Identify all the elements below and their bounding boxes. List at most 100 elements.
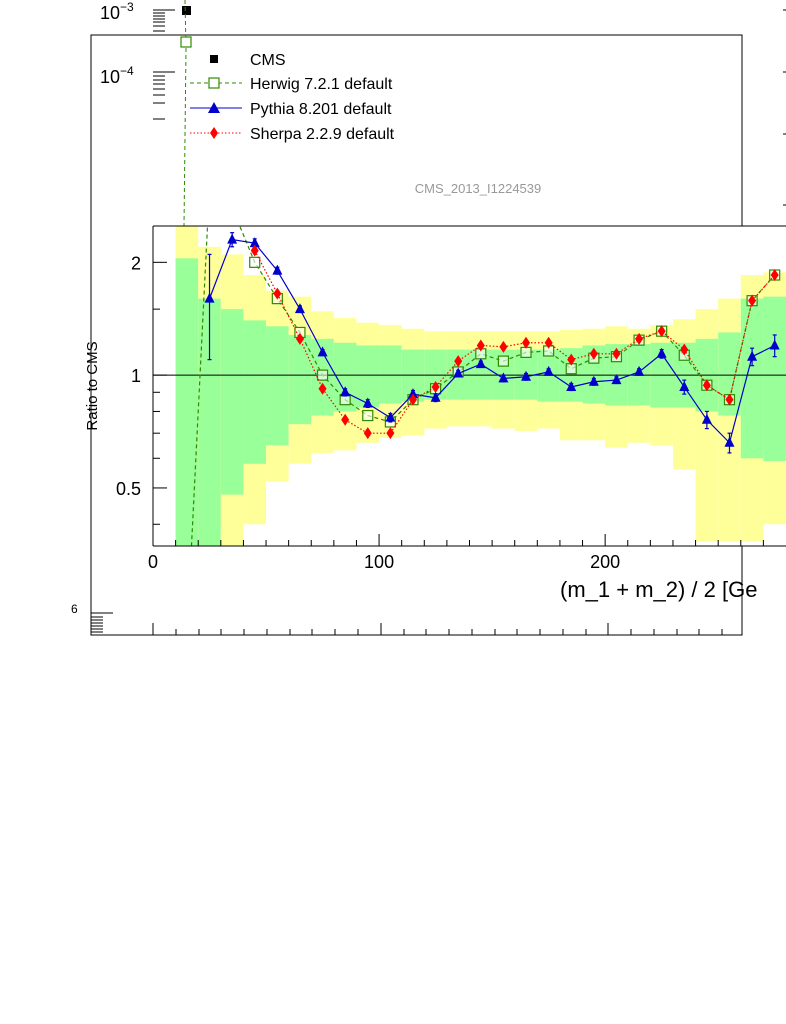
ratio-panel: 0 100 200 0.5 1 2 Ratio to CMS (m_1 + m_2) / … [84, 225, 786, 602]
green-band-bin [424, 349, 447, 400]
pythia-marker [611, 374, 622, 385]
ratio-y-tick-label: 0.5 [116, 479, 141, 499]
sherpa-marker [318, 382, 327, 395]
sherpa-marker [748, 294, 757, 307]
main-panel: 10−3 10−4 6 CMS Herwig 7.2.1 default Pyt… [71, 0, 786, 636]
ratio-x-tick-label: 100 [364, 552, 394, 572]
legend-label-sherpa: Sherpa 2.2.9 default [250, 126, 395, 143]
ratio-x-tick-label: 200 [590, 552, 620, 572]
pythia-marker [521, 370, 532, 381]
series-line [254, 250, 776, 434]
pythia-marker [566, 380, 577, 391]
pythia-marker [453, 367, 464, 378]
sherpa-marker [273, 287, 282, 300]
pythia-marker [588, 375, 599, 386]
sherpa-marker [454, 355, 463, 368]
series-line [208, 238, 775, 444]
sherpa-marker [341, 413, 350, 426]
herwig-main-curve [184, 0, 187, 49]
pythia-marker [656, 347, 667, 358]
sherpa-marker [499, 340, 508, 353]
green-band-bin [582, 345, 606, 404]
pythia-marker [294, 303, 305, 314]
cms-data-point-main [182, 6, 191, 15]
herwig-marker [249, 256, 261, 268]
green-band-bin [379, 345, 402, 404]
pythia-marker [634, 365, 645, 376]
sherpa-marker [635, 332, 644, 345]
legend: CMS Herwig 7.2.1 default Pythia 8.201 de… [190, 52, 395, 143]
herwig-marker [497, 355, 510, 367]
series-2 [250, 244, 779, 440]
sherpa-marker [544, 336, 553, 349]
sherpa-marker [408, 393, 417, 406]
sherpa-marker [589, 347, 598, 360]
ratio-series [190, 226, 781, 546]
main-bottom-partial-label: 6 [71, 602, 78, 616]
ratio-axes: 0 100 200 0.5 1 2 [116, 225, 764, 572]
green-band-bin [333, 342, 357, 412]
green-band-bin [469, 349, 493, 400]
main-y-tick-label-1e-4: 10−4 [100, 64, 134, 87]
green-band-bin [243, 320, 267, 464]
green-band-bin [288, 334, 312, 425]
sherpa-marker [567, 353, 576, 366]
green-band-bin [718, 332, 741, 416]
herwig-marker [362, 409, 374, 422]
sherpa-marker [702, 379, 711, 392]
pythia-marker [475, 358, 486, 369]
legend-marker-pythia [208, 102, 220, 113]
green-band-bin [740, 298, 764, 459]
pythia-marker [701, 413, 712, 424]
pythia-marker [407, 388, 418, 399]
sherpa-marker [295, 332, 304, 345]
main-x-ticks [152, 623, 723, 635]
pythia-marker [362, 397, 373, 408]
pythia-marker [385, 411, 396, 422]
green-band-bin [763, 296, 786, 462]
herwig-main-point [180, 36, 192, 48]
sherpa-marker [725, 393, 734, 406]
ratio-x-axis-label: (m_1 + m_2) / 2 [Ge [560, 577, 757, 602]
green-band-bin [175, 258, 199, 546]
ratio-x-tick-label: 0 [148, 552, 158, 572]
sherpa-marker [522, 336, 531, 349]
herwig-main-curve-low [183, 47, 187, 227]
pythia-marker [679, 380, 690, 391]
legend-label-herwig: Herwig 7.2.1 default [250, 76, 393, 93]
green-band-bin [356, 345, 380, 408]
pythia-marker [227, 233, 238, 244]
legend-marker-herwig [208, 77, 220, 89]
pythia-marker [430, 391, 441, 402]
pythia-marker [769, 339, 780, 350]
legend-label-pythia: Pythia 8.201 default [250, 101, 392, 118]
green-band-bin [266, 326, 289, 446]
sherpa-marker [386, 427, 395, 440]
pythia-marker [498, 372, 509, 383]
sherpa-marker [770, 269, 779, 282]
sherpa-marker [363, 427, 372, 440]
ratio-y-tick-label: 2 [131, 253, 141, 273]
legend-label-cms: CMS [250, 52, 286, 69]
pythia-marker [204, 292, 215, 303]
main-y-tick-label-1e-3: 10−3 [100, 0, 134, 23]
sherpa-marker [657, 325, 666, 338]
analysis-watermark: CMS_2013_I1224539 [415, 181, 542, 196]
legend-marker-cms [210, 55, 218, 63]
series-1 [204, 232, 780, 454]
pythia-marker [543, 365, 554, 376]
green-band-bin [198, 298, 221, 546]
main-y-ticks [91, 9, 786, 633]
pythia-marker [747, 350, 758, 361]
legend-marker-sherpa [210, 127, 218, 139]
uncertainty-bands [175, 226, 786, 547]
pythia-marker [340, 386, 351, 397]
green-band-bin [220, 309, 244, 495]
ratio-y-axis-label: Ratio to CMS [84, 341, 101, 430]
pythia-marker [272, 264, 283, 275]
ratio-y-tick-label: 1 [131, 366, 141, 386]
sherpa-marker [476, 339, 485, 352]
sherpa-marker [612, 347, 621, 360]
herwig-marker [520, 346, 532, 358]
